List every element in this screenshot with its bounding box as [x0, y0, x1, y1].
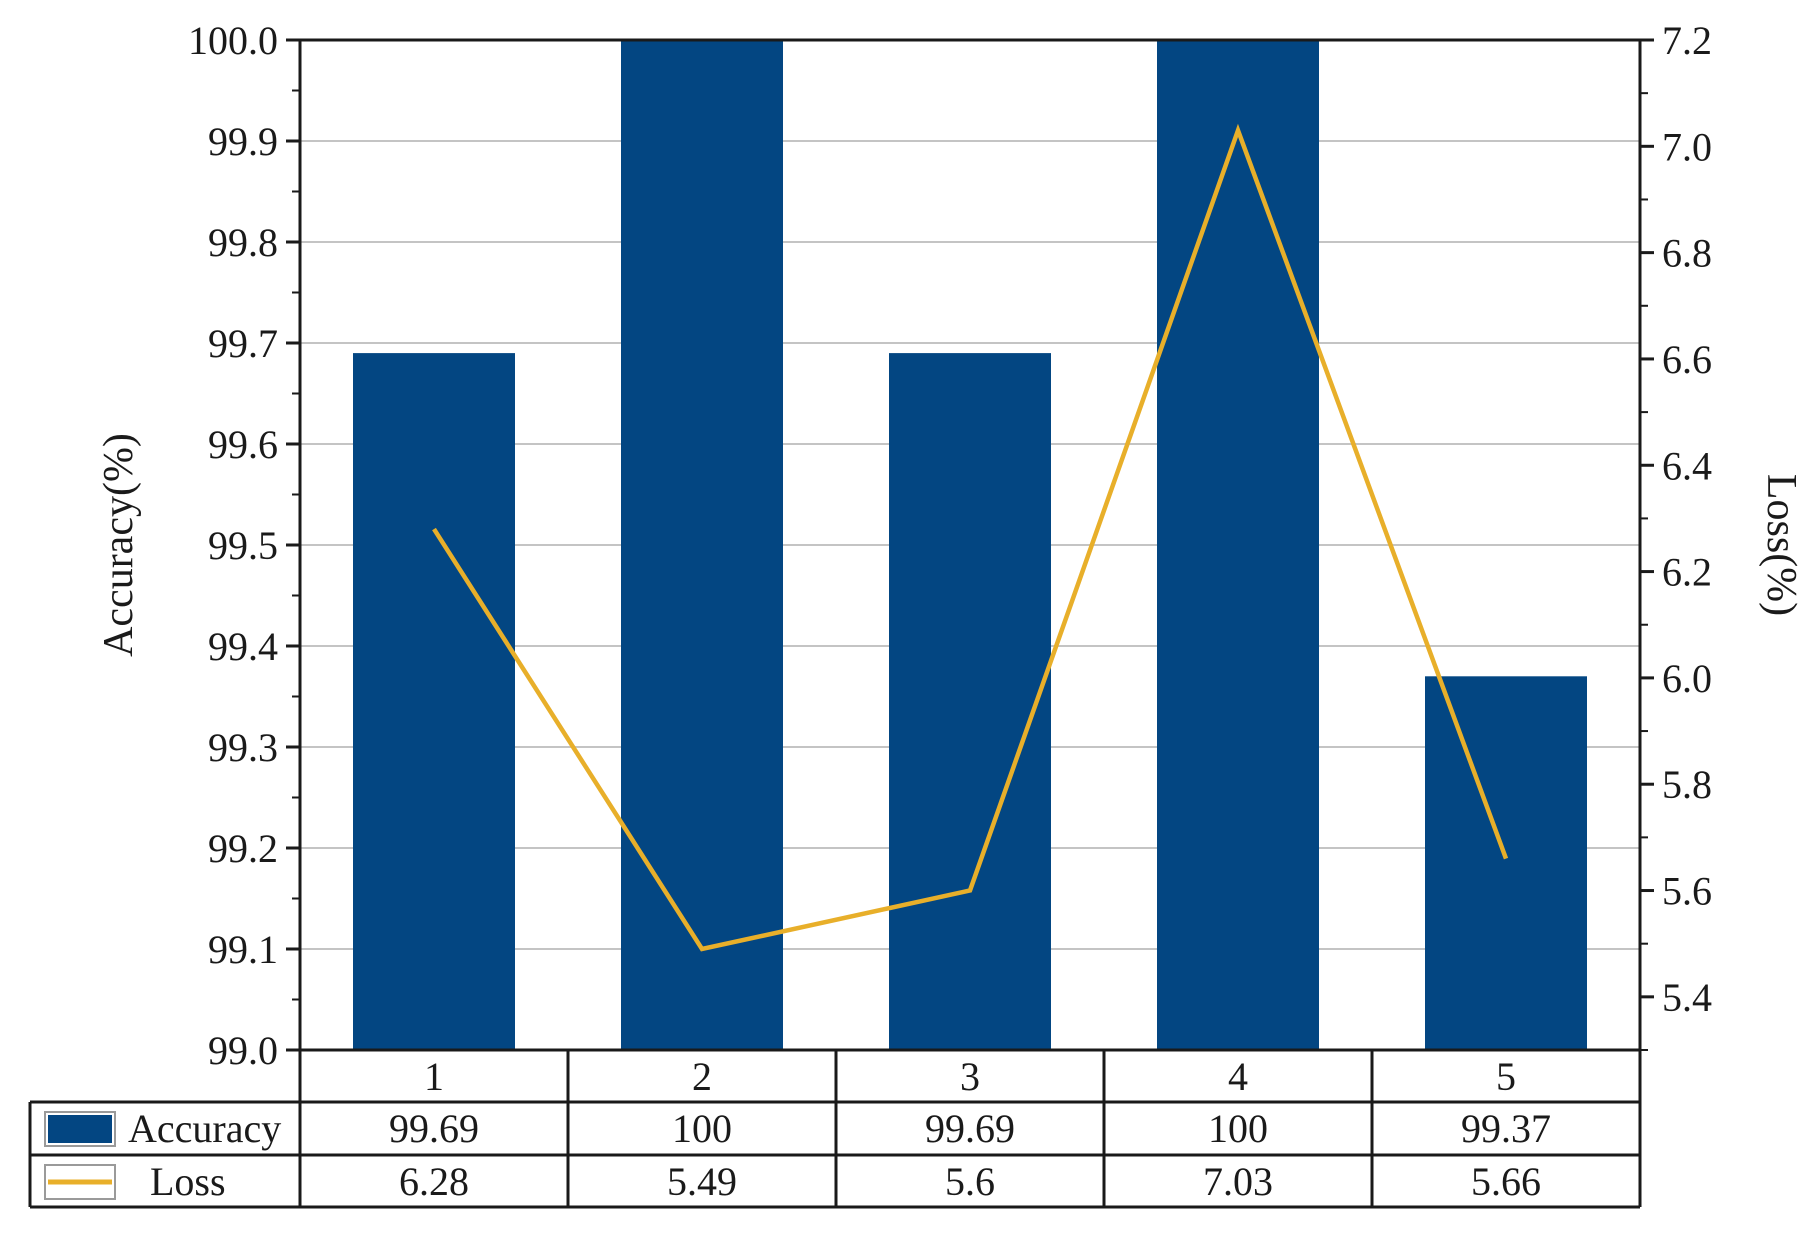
y-tick-label: 99.2	[208, 826, 278, 871]
y-axis-title: Accuracy(%)	[96, 433, 142, 657]
x-category-label: 3	[960, 1054, 980, 1099]
x-category-label: 4	[1228, 1054, 1248, 1099]
x-category-label: 1	[424, 1054, 444, 1099]
y-right-tick-label: 6.0	[1662, 656, 1712, 701]
table-cell-accuracy: 100	[672, 1106, 732, 1151]
table-cell-loss: 5.66	[1471, 1159, 1541, 1204]
y-tick-label: 99.4	[208, 624, 278, 669]
y-right-tick-label: 6.8	[1662, 231, 1712, 276]
y-right-tick-label: 7.2	[1662, 18, 1712, 63]
accuracy-bar	[353, 353, 515, 1051]
table-cell-loss: 7.03	[1203, 1159, 1273, 1204]
y-right-tick-label: 5.8	[1662, 762, 1712, 807]
accuracy-bar	[1157, 40, 1319, 1050]
y-right-tick-label: 5.4	[1662, 975, 1712, 1020]
y-tick-label: 99.1	[208, 927, 278, 972]
accuracy-bar	[1425, 676, 1587, 1050]
table-cell-accuracy: 99.37	[1461, 1106, 1551, 1151]
y-right-tick-label: 5.6	[1662, 869, 1712, 914]
y-tick-label: 99.7	[208, 321, 278, 366]
legend-label-accuracy: Accuracy	[128, 1106, 281, 1151]
table-cell-accuracy: 99.69	[389, 1106, 479, 1151]
table-cell-accuracy: 99.69	[925, 1106, 1015, 1151]
table-cell-accuracy: 100	[1208, 1106, 1268, 1151]
x-category-label: 5	[1496, 1054, 1516, 1099]
legend-label-loss: Loss	[150, 1159, 226, 1204]
y-right-tick-label: 6.6	[1662, 337, 1712, 382]
y-right-tick-label: 6.2	[1662, 550, 1712, 595]
table-cell-loss: 6.28	[399, 1159, 469, 1204]
y-tick-label: 99.5	[208, 523, 278, 568]
accuracy-bar	[889, 353, 1051, 1051]
accuracy-bar	[621, 40, 783, 1050]
legend-key-accuracy	[48, 1115, 112, 1143]
loss-series-line	[432, 123, 1509, 952]
y-right-tick-label: 6.4	[1662, 443, 1712, 488]
table-cell-loss: 5.6	[945, 1159, 995, 1204]
y-tick-label: 99.9	[208, 119, 278, 164]
y-tick-label: 99.6	[208, 422, 278, 467]
y-tick-label: 99.0	[208, 1028, 278, 1073]
y-right-axis-title: Loss(%)	[1758, 474, 1804, 616]
y-tick-label: 100.0	[188, 18, 278, 63]
y-tick-label: 99.8	[208, 220, 278, 265]
y-tick-label: 99.3	[208, 725, 278, 770]
table-cell-loss: 5.49	[667, 1159, 737, 1204]
y-right-tick-label: 7.0	[1662, 124, 1712, 169]
x-category-label: 2	[692, 1054, 712, 1099]
